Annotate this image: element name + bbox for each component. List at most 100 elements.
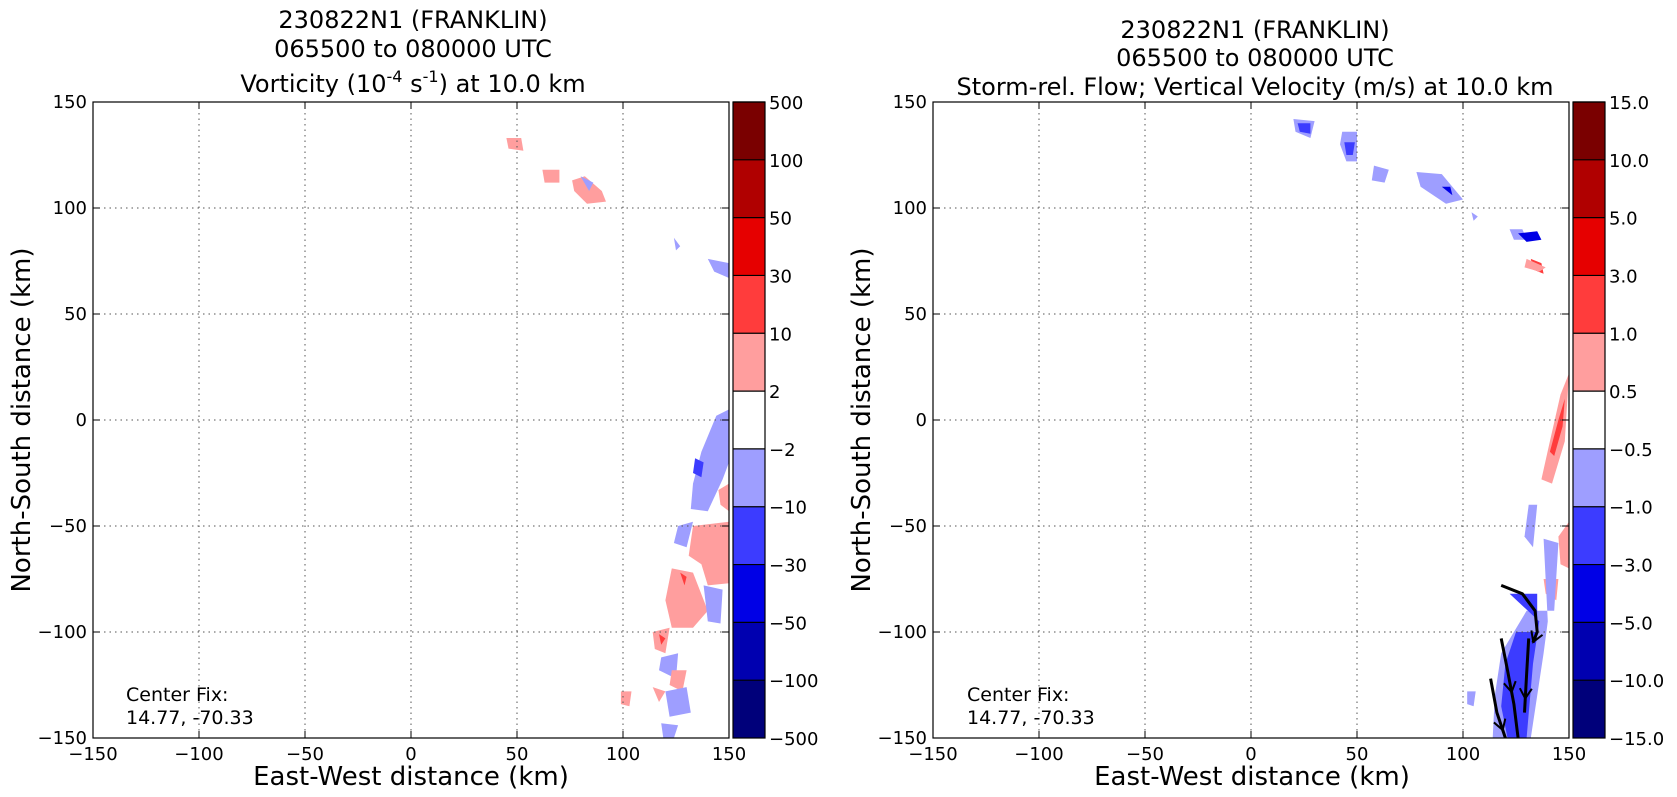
left-contour-region-16 [659,634,666,645]
left-colorbar-swatch-7 [733,506,765,565]
right-streamline-arrow-0 [1530,630,1544,644]
left-ytick-label-1: −100 [38,622,87,643]
right-xtick-label-5: 100 [1446,744,1480,765]
left-contour-region-20 [665,687,691,717]
left-colorbar-label-8: −30 [769,556,807,577]
right-colorbar-label-6: −0.5 [1609,440,1653,461]
right-ytick-label-3: 0 [916,410,927,431]
right-colorbar-label-8: −3.0 [1609,556,1653,577]
right-contour-region-9 [1518,231,1542,242]
right-ytick-label-6: 150 [893,92,927,113]
left-center-fix-label: Center Fix: [126,684,228,706]
left-colorbar-swatch-6 [733,448,765,507]
right-xtick-label-0: −150 [908,744,957,765]
right-colorbar-swatch-3 [1573,275,1605,334]
left-title-line-2: 065500 to 080000 UTC [274,35,552,63]
left-contour-region-8 [693,458,704,478]
right-y-tick-labels: −150 −100 −50 0 50 100 150 [878,92,927,749]
left-colorbar-swatch-9 [733,622,765,681]
right-colorbar-tick-labels: 15.0 10.0 5.0 3.0 1.0 0.5 −0.5 −1.0 −3.0 −5.0 −10.… [1609,93,1664,750]
right-ytick-label-5: 100 [893,198,927,219]
right-xtick-label-6: 150 [1552,744,1586,765]
left-contour-region-9 [718,483,729,512]
right-title-line-3: Storm-rel. Flow; Vertical Velocity (m/s)… [957,73,1554,101]
right-colorbar-swatch-4 [1573,333,1605,392]
left-colorbar-label-6: −2 [769,440,796,461]
left-contour-region-13 [680,572,687,586]
left-colorbar-label-9: −50 [769,613,807,634]
right-title-line-2: 065500 to 080000 UTC [1116,44,1394,72]
right-colorbar-swatch-1 [1573,159,1605,218]
right-ytick-label-4: 50 [904,304,927,325]
right-colorbar-label-10: −10.0 [1609,671,1664,692]
right-ytick-label-1: −100 [878,622,927,643]
left-ytick-label-3: 0 [76,410,87,431]
right-colorbar-label-2: 5.0 [1609,209,1638,230]
left-colorbar-swatch-10 [733,680,765,738]
right-colorbar-swatch-7 [1573,506,1605,565]
left-contour-fills [474,116,729,738]
right-colorbar: 15.0 10.0 5.0 3.0 1.0 0.5 −0.5 −1.0 −3.0 −5.0 −10.… [1572,93,1664,750]
right-plot-area [932,101,1570,739]
left-contour-region-10 [673,521,693,548]
right-colorbar-label-9: −5.0 [1609,613,1653,634]
left-contour-region-19 [652,687,666,702]
right-contour-region-4 [1371,165,1389,183]
right-contour-region-14 [1524,504,1538,548]
right-x-tick-labels: −150 −100 −50 0 50 100 150 [908,744,1586,765]
right-contour-region-1 [1297,123,1311,134]
right-colorbar-swatch-5 [1573,391,1605,449]
left-center-fix-value: 14.77, -70.33 [126,707,254,729]
left-xtick-label-1: −100 [174,744,223,765]
left-colorbar-swatch-4 [733,333,765,392]
left-colorbar-label-10: −100 [769,671,818,692]
right-contour-region-19 [1467,691,1476,707]
right-colorbar-label-1: 10.0 [1609,151,1649,172]
right-gridlines [933,102,1569,738]
left-contour-region-0 [474,116,481,128]
left-contour-region-12 [665,568,708,628]
left-contour-region-18 [669,670,687,692]
left-contour-region-1 [506,138,524,151]
right-colorbar-swatch-0 [1573,102,1605,160]
left-colorbar-label-4: 10 [769,324,792,345]
left-contour-region-11 [688,521,729,586]
right-contour-region-12 [1541,373,1569,484]
right-colorbar-swatch-10 [1573,680,1605,738]
right-center-fix-value: 14.77, -70.33 [967,707,1095,729]
left-colorbar-swatch-5 [733,391,765,449]
right-contour-region-18 [1501,593,1540,738]
left-ytick-label-6: 150 [53,92,87,113]
left-contour-region-22 [661,723,679,738]
right-colorbar-frame [1572,101,1606,739]
right-xtick-label-4: 50 [1346,744,1369,765]
right-center-fix-label: Center Fix: [967,684,1069,706]
left-colorbar: 500 100 50 30 10 2 −2 −10 −30 −50 −100 −500 [732,93,818,750]
left-xtick-label-5: 100 [606,744,640,765]
right-xtick-label-1: −100 [1014,744,1063,765]
left-y-tick-labels: −150 −100 −50 0 50 100 150 [38,92,87,749]
right-title-line-1: 230822N1 (FRANKLIN) [1120,16,1389,44]
left-contour-region-2 [542,169,560,183]
right-xtick-label-2: −50 [1126,744,1164,765]
left-colorbar-label-7: −10 [769,498,807,519]
right-ytick-label-2: −50 [889,516,927,537]
left-contour-region-14 [703,585,723,624]
right-colorbar-label-5: 0.5 [1609,382,1638,403]
right-streamline-arrow-2 [1518,687,1533,701]
left-colorbar-label-0: 500 [769,93,803,114]
left-colorbar-label-1: 100 [769,151,803,172]
left-xtick-label-0: −150 [68,744,117,765]
left-ytick-label-5: 100 [53,198,87,219]
right-ytick-label-0: −150 [878,728,927,749]
left-colorbar-swatch-1 [733,159,765,218]
right-y-axis-label: North-South distance (km) [847,247,877,592]
left-contour-region-4 [580,176,594,191]
left-colorbar-swatch-8 [733,564,765,623]
right-contour-region-15 [1558,521,1569,569]
left-colorbar-swatch-3 [733,275,765,334]
left-gridlines [93,102,729,738]
right-contour-region-7 [1471,212,1478,221]
left-colorbar-label-2: 50 [769,209,792,230]
